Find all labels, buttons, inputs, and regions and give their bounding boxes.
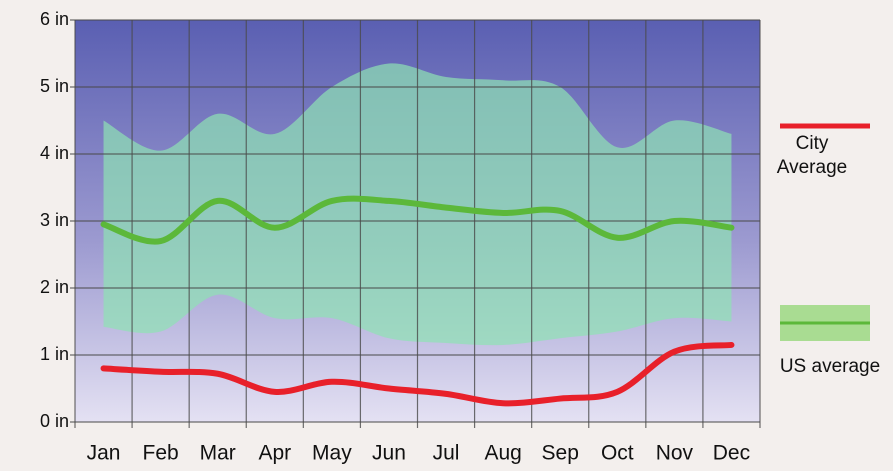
x-tick-label: Apr [258,442,291,465]
x-tick-label: Oct [601,442,634,465]
x-tick-label: Jan [87,442,121,465]
x-tick-label: Mar [200,442,236,465]
series-line [100,341,735,407]
y-tick-label: 1 in [40,344,69,364]
y-tick-label: 0 in [40,411,69,431]
legend-label: City Average [776,133,848,178]
y-tick-label: 3 in [40,210,69,230]
y-tick-label: 2 in [40,277,69,297]
x-tick-label: Nov [656,442,694,465]
x-tick-label: Sep [542,442,579,465]
x-tick-label: Dec [713,442,750,465]
series-line [100,195,735,245]
x-tick-label: Feb [143,442,179,465]
x-tick-label: Aug [484,442,521,465]
legend-label: US average [779,356,881,377]
x-tick-label: May [312,442,352,465]
x-tick-label: Jun [372,442,406,465]
y-tick-label: 6 in [40,9,69,29]
x-tick-label: Jul [433,442,460,465]
y-tick-label: 5 in [40,76,69,96]
y-tick-label: 4 in [40,143,69,163]
